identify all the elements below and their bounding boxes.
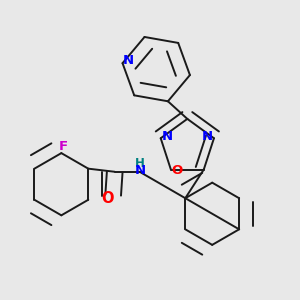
- Text: N: N: [123, 54, 134, 67]
- Text: O: O: [172, 164, 183, 177]
- Text: O: O: [101, 191, 114, 206]
- Text: H: H: [135, 158, 145, 170]
- Text: N: N: [161, 130, 172, 143]
- Text: N: N: [134, 164, 146, 177]
- Text: F: F: [58, 140, 68, 153]
- Text: N: N: [202, 130, 213, 143]
